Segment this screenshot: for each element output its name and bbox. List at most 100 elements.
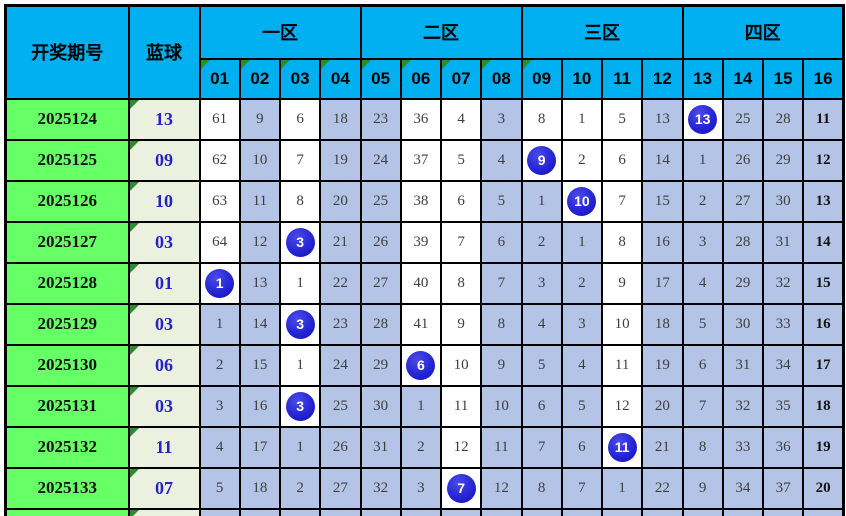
miss-count-cell <box>319 507 362 516</box>
miss-count-cell: 22 <box>319 261 362 305</box>
period-cell: 2025127 <box>4 220 130 264</box>
corner-mark-icon <box>362 60 371 69</box>
miss-count-cell: 2 <box>399 425 443 469</box>
corner-mark-icon <box>130 469 139 478</box>
blue-ball-marker: 3 <box>285 391 315 421</box>
corner-mark-icon <box>282 60 290 69</box>
miss-count-cell: 24 <box>319 343 362 387</box>
miss-count-cell <box>721 507 765 516</box>
miss-count-cell: 23 <box>359 97 402 141</box>
miss-count-cell: 12 <box>480 466 523 510</box>
period-cell: 2025124 <box>4 97 130 141</box>
miss-count-cell: 41 <box>399 302 443 346</box>
miss-count-cell: 7 <box>480 261 523 305</box>
miss-count-cell: 16 <box>641 220 684 264</box>
blue-ball-marker: 7 <box>446 473 476 503</box>
corner-mark-icon <box>443 60 451 69</box>
miss-count-cell: 8 <box>480 302 523 346</box>
ball-col-header-09: 09 <box>520 57 563 100</box>
miss-count-cell: 2 <box>198 343 241 387</box>
miss-count-cell <box>399 507 443 516</box>
miss-count-cell: 2 <box>520 220 563 264</box>
corner-mark-icon <box>130 141 139 150</box>
miss-count-cell: 29 <box>761 138 805 182</box>
miss-count-cell <box>520 507 563 516</box>
ball-col-header-12: 12 <box>641 57 684 100</box>
miss-count-cell: 37 <box>399 138 443 182</box>
draw-row-2025128: 2025128 01 1 13 1 22 27 40 8 7 3 2 9 17 4 29 32 15 <box>4 261 845 305</box>
miss-count-cell: 4 <box>560 343 604 387</box>
miss-count-cell: 36 <box>761 425 805 469</box>
corner-mark-icon <box>130 428 139 437</box>
miss-count-cell: 26 <box>319 425 362 469</box>
draw-row-2025132: 2025132 11 4 17 1 26 31 2 12 11 7 6 11 21 8 33 36 19 <box>4 425 845 469</box>
ball-col-header-10: 10 <box>560 57 604 100</box>
ball-col-header-02: 02 <box>238 57 282 100</box>
period-cell: 2025130 <box>4 343 130 387</box>
miss-count-cell <box>560 507 604 516</box>
miss-count-cell: 17 <box>238 425 282 469</box>
corner-mark-icon <box>130 264 139 273</box>
miss-count-cell: 11 <box>439 384 483 428</box>
miss-count-cell: 9 <box>600 261 644 305</box>
draw-row-2025133: 2025133 07 5 18 2 27 32 3 7 12 8 7 1 22 9 34 37 20 <box>4 466 845 510</box>
miss-count-cell: 12 <box>439 425 483 469</box>
corner-mark-icon <box>130 182 139 191</box>
miss-count-cell: 20 <box>802 466 845 510</box>
corner-mark-icon <box>130 305 139 314</box>
draw-row-2025125: 2025125 09 62 10 7 19 24 37 5 4 9 2 6 14 1 26 29 12 <box>4 138 845 182</box>
miss-count-cell: 5 <box>439 138 483 182</box>
period-cell: 2025132 <box>4 425 130 469</box>
miss-count-cell: 9 <box>480 343 523 387</box>
draw-row-2025131: 2025131 03 3 16 3 25 30 1 11 10 6 5 12 20 7 32 35 18 <box>4 384 845 428</box>
miss-count-cell: 1 <box>198 302 241 346</box>
miss-count-cell: 8 <box>520 97 563 141</box>
miss-count-cell: 6 <box>681 343 724 387</box>
miss-count-cell: 4 <box>480 138 523 182</box>
ball-col-header-08: 08 <box>480 57 523 100</box>
miss-count-cell: 9 <box>439 302 483 346</box>
ball-col-header-03: 03 <box>278 57 322 100</box>
miss-count-cell: 5 <box>480 179 523 223</box>
miss-count-cell: 4 <box>681 261 724 305</box>
miss-count-cell: 11 <box>802 97 845 141</box>
period-cell: 2025133 <box>4 466 130 510</box>
miss-count-cell: 10 <box>600 302 644 346</box>
miss-count-cell: 8 <box>600 220 644 264</box>
blue-ball-value-cell: 09 <box>127 138 201 182</box>
blue-ball-marker: 1 <box>205 268 235 298</box>
miss-count-cell: 19 <box>802 425 845 469</box>
miss-count-cell: 3 <box>681 220 724 264</box>
hit-cell: 3 <box>278 220 322 264</box>
miss-count-cell: 2 <box>560 138 604 182</box>
ball-col-header-11: 11 <box>600 57 644 100</box>
ball-col-header-04: 04 <box>319 57 362 100</box>
miss-count-cell: 3 <box>520 261 563 305</box>
miss-count-cell: 11 <box>238 179 282 223</box>
hit-cell: 1 <box>198 261 241 305</box>
corner-mark-icon <box>483 60 492 69</box>
period-cell: 2025129 <box>4 302 130 346</box>
miss-count-cell: 8 <box>439 261 483 305</box>
miss-count-cell <box>480 507 523 516</box>
miss-count-cell: 14 <box>641 138 684 182</box>
ball-col-header-13: 13 <box>681 57 724 100</box>
miss-count-cell: 17 <box>641 261 684 305</box>
miss-count-cell: 14 <box>238 302 282 346</box>
blue-ball-value-cell: 11 <box>127 425 201 469</box>
blue-ball-value-cell: 03 <box>127 302 201 346</box>
miss-count-cell: 26 <box>359 220 402 264</box>
miss-count-cell: 64 <box>198 220 241 264</box>
miss-count-cell: 12 <box>802 138 845 182</box>
miss-count-cell: 1 <box>560 220 604 264</box>
blue-ball-marker: 9 <box>527 145 557 175</box>
miss-count-cell: 40 <box>399 261 443 305</box>
blue-ball-marker: 13 <box>688 104 718 134</box>
draw-row-2025130: 2025130 06 2 15 1 24 29 6 10 9 5 4 11 19 6 31 34 17 <box>4 343 845 387</box>
miss-count-cell: 6 <box>480 220 523 264</box>
miss-count-cell <box>681 507 724 516</box>
miss-count-cell: 27 <box>721 179 765 223</box>
blue-ball-value-cell: 01 <box>127 261 201 305</box>
corner-mark-icon <box>241 60 250 69</box>
corner-mark-icon <box>130 100 139 109</box>
